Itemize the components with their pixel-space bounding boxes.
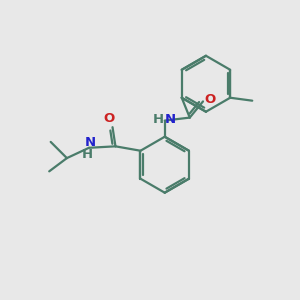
Text: O: O [205, 93, 216, 106]
Text: O: O [103, 112, 115, 125]
Text: H: H [82, 148, 93, 161]
Text: N: N [164, 112, 175, 126]
Text: H: H [153, 112, 164, 126]
Text: N: N [85, 136, 96, 149]
